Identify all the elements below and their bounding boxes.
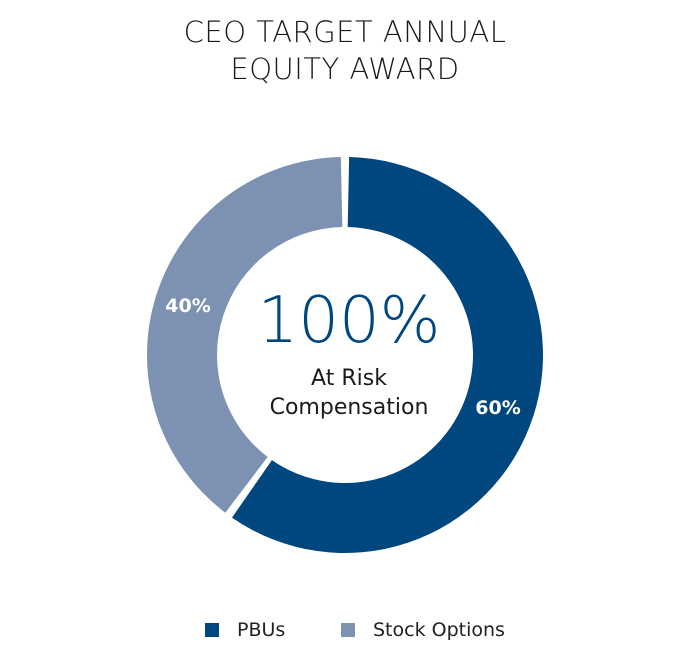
legend-item-stock-options: Stock Options bbox=[341, 615, 505, 645]
legend-item-pbus: PBUs bbox=[205, 615, 285, 645]
slice-label-stock-options: 40% bbox=[165, 295, 210, 317]
slice-stock-options bbox=[146, 157, 343, 513]
donut-slices bbox=[146, 157, 543, 553]
legend-label-pbus: PBUs bbox=[237, 619, 286, 641]
center-label-line-1: At Risk bbox=[311, 366, 387, 391]
legend-swatch-stock-options bbox=[341, 623, 355, 637]
chart-title: CEO TARGET ANNUAL EQUITY AWARD bbox=[0, 14, 690, 88]
chart-title-line-2: EQUITY AWARD bbox=[230, 52, 460, 86]
legend-swatch-pbus bbox=[205, 623, 219, 637]
chart-title-line-1: CEO TARGET ANNUAL bbox=[183, 15, 507, 49]
center-label-line-2: Compensation bbox=[270, 395, 429, 420]
slice-label-pbus: 60% bbox=[475, 397, 520, 419]
chart-legend: PBUs Stock Options bbox=[0, 615, 690, 645]
slice-pbus bbox=[231, 157, 543, 553]
center-value: 100% bbox=[258, 284, 441, 358]
slice-labels: 60% 40% bbox=[165, 295, 520, 419]
legend-label-stock-options: Stock Options bbox=[373, 619, 505, 641]
